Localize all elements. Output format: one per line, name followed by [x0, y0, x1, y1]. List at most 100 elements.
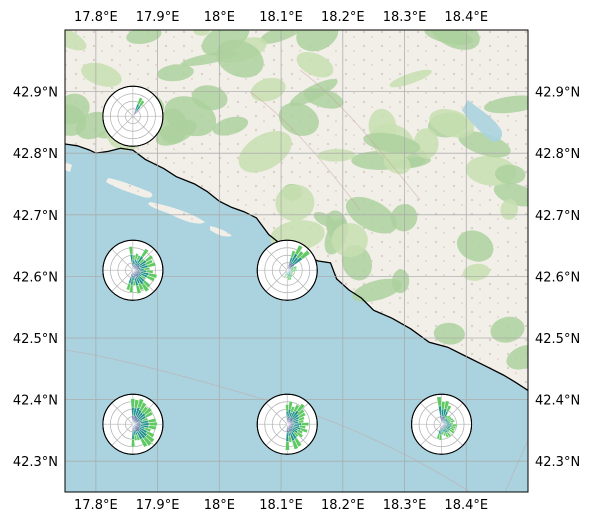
wind-rose-bar	[287, 276, 291, 281]
lon-tick-label-bottom: 17.9°E	[136, 498, 180, 513]
wind-rose-spoke	[111, 402, 134, 425]
wind-rose-bar	[436, 433, 441, 440]
forest-patch	[65, 30, 87, 51]
wind-rose-bar	[147, 262, 157, 268]
wind-rose-outline	[256, 239, 318, 301]
wind-rose-bar	[131, 439, 136, 448]
wind-rose-bar	[142, 279, 151, 288]
wind-rose-bar	[137, 97, 143, 105]
wind-rose-bar	[135, 285, 142, 294]
wind-rose-outline	[102, 85, 164, 147]
forest-patch	[413, 128, 439, 159]
wind-rose-bar	[298, 412, 307, 419]
lon-tick-label-bottom: 17.8°E	[74, 498, 118, 513]
lon-tick-label-bottom: 18.2°E	[321, 498, 365, 513]
wind-rose-spoke	[132, 116, 155, 138]
wind-rose-bar	[143, 267, 150, 271]
lon-tick-label-top: 18.2°E	[321, 10, 365, 25]
wind-rose-bar	[296, 428, 304, 435]
forest-patch	[424, 30, 473, 45]
wind-rose-bar	[444, 400, 450, 410]
wind-rose-bar	[449, 419, 455, 423]
forest-patch	[429, 108, 475, 138]
wind-rose-bar	[449, 427, 455, 432]
lon-tick-label-top: 18.3°E	[383, 10, 427, 25]
wind-rose-bar	[134, 399, 140, 409]
wind-rose[interactable]	[102, 85, 164, 147]
lat-tick-label-right: 42.9°N	[535, 86, 580, 101]
wind-rose-bar	[296, 250, 304, 260]
wind-roses	[102, 85, 473, 455]
wind-rose-bar	[132, 280, 136, 286]
wind-rose-bar	[288, 401, 293, 410]
forest-patch	[506, 344, 528, 370]
wind-rose-bar	[446, 414, 451, 420]
wind-rose-bar	[285, 441, 290, 451]
wind-rose-bar	[137, 282, 144, 291]
forest-patch	[180, 51, 238, 66]
wind-rose-bar	[294, 244, 304, 255]
wind-rose-bar	[441, 401, 446, 410]
wind-rose-bar	[137, 398, 144, 409]
wind-rose-spoke	[420, 424, 442, 446]
wind-rose-spoke	[265, 248, 288, 271]
wind-rose[interactable]	[102, 239, 164, 301]
wind-rose-bar	[285, 404, 289, 412]
lon-tick-label-bottom: 18.3°E	[383, 498, 427, 513]
forest-patch	[275, 184, 315, 222]
wind-rose-bar	[141, 248, 149, 258]
forest-patch	[212, 116, 249, 136]
wind-rose-bar	[293, 265, 298, 269]
wind-rose-bar	[300, 250, 311, 260]
lat-tick-label-right: 42.7°N	[535, 209, 580, 224]
wind-rose-bar	[144, 411, 154, 418]
lat-tick-label-left: 42.8°N	[13, 147, 58, 162]
wind-rose-spoke	[420, 402, 442, 425]
wind-rose-bar	[147, 418, 157, 423]
islands	[65, 162, 232, 237]
wind-rose-spoke	[111, 270, 134, 292]
forest-patch	[296, 51, 334, 78]
wind-rose-bar	[296, 403, 306, 413]
forest-patch	[278, 102, 319, 136]
wind-rose-bar	[291, 439, 299, 450]
lat-tick-label-left: 42.7°N	[13, 209, 58, 224]
wind-rose-bar	[297, 408, 305, 417]
wind-rose-bar	[438, 434, 442, 441]
wind-rose-bar	[291, 270, 295, 273]
wind-rose[interactable]	[256, 239, 318, 301]
wind-rose-bar	[448, 422, 454, 425]
wind-rose-bar	[147, 425, 157, 431]
wind-rose-outline	[256, 393, 318, 455]
forest-patch	[201, 30, 250, 56]
lat-tick-label-left: 42.9°N	[13, 86, 58, 101]
wind-rose-bar	[297, 416, 305, 422]
wind-rose-bar	[134, 253, 139, 260]
forest-patch	[317, 148, 356, 162]
wind-rose-bar	[128, 246, 133, 255]
wind-rose-bar	[290, 406, 296, 414]
wind-rose-bar	[299, 427, 308, 434]
forest-patch	[433, 322, 465, 345]
forest-patch	[352, 278, 402, 302]
forest-patch	[493, 182, 528, 207]
wind-rose-bar	[448, 417, 454, 422]
lat-tick-label-left: 42.3°N	[13, 455, 58, 470]
wind-rose-bar	[131, 431, 135, 440]
wind-rose[interactable]	[102, 393, 164, 455]
lon-tick-label-bottom: 18.4°E	[444, 498, 488, 513]
wind-rose-bar	[143, 407, 153, 416]
wind-rose-bar	[148, 421, 158, 427]
wind-rose-bar	[146, 270, 154, 274]
wind-rose-spoke	[111, 94, 134, 117]
wind-rose-bar	[447, 416, 452, 421]
wind-rose-outline	[102, 393, 164, 455]
wind-rose-bar	[133, 434, 138, 441]
wind-rose-bar	[140, 406, 149, 415]
wind-rose[interactable]	[411, 393, 473, 455]
wind-rose[interactable]	[256, 393, 318, 455]
wind-rose-bar	[436, 396, 442, 407]
lon-tick-label-top: 18.4°E	[444, 10, 488, 25]
map-plot-area[interactable]	[44, 7, 546, 492]
